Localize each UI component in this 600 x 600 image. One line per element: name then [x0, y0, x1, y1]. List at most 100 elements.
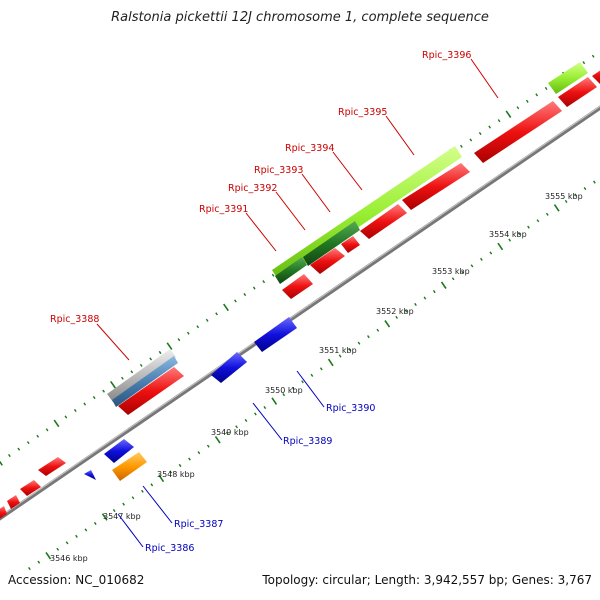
feature-darkgreen-rpic-3392[interactable] [303, 221, 360, 266]
tick-mark [0, 460, 3, 466]
tick-mark [83, 402, 87, 406]
gene-arrow[interactable] [474, 101, 562, 163]
gene-label-rpic-3394[interactable]: Rpic_3394 [285, 143, 334, 154]
tick-mark [310, 373, 314, 377]
tick-mark [214, 435, 221, 444]
tick-mark [469, 138, 473, 142]
tick-mark [73, 408, 77, 412]
gene-arrow[interactable] [38, 457, 66, 476]
tick-mark [178, 463, 182, 468]
gene-arrow[interactable] [20, 480, 41, 496]
tick-mark [525, 99, 529, 103]
tick-mark [508, 238, 511, 242]
tick-mark [36, 434, 40, 438]
gene-label-rpic-3391[interactable]: Rpic_3391 [199, 204, 248, 215]
tick-mark [451, 277, 455, 281]
gene-arrow-rpic-3395[interactable] [402, 163, 470, 210]
gene-label-rpic-3395[interactable]: Rpic_3395 [338, 107, 387, 118]
gene-arrow-rpic-3390[interactable] [254, 317, 297, 352]
tick-mark [489, 251, 493, 255]
tick-mark [536, 219, 540, 223]
tick-mark [75, 534, 78, 538]
gene-arrow-rpic-3388[interactable] [118, 367, 184, 415]
tick-mark [84, 528, 88, 532]
lower-tick-track [28, 180, 596, 571]
feature-orange-rpic-3387[interactable] [112, 452, 147, 481]
tick-mark [460, 144, 463, 148]
tick-mark [470, 264, 474, 268]
tick-mark [527, 225, 530, 229]
tick-mark [45, 551, 52, 560]
tick-mark [56, 547, 60, 551]
tick-mark [53, 419, 60, 428]
tick-mark [535, 93, 539, 97]
tick-mark [582, 61, 586, 65]
feature-steelblue-rpic-3388[interactable] [112, 356, 178, 407]
gene-arrow[interactable] [7, 495, 20, 509]
tick-mark [271, 397, 278, 405]
tick-mark [262, 280, 266, 284]
kbp-label-3551: 3551 kbp [319, 346, 357, 355]
tick-mark [338, 354, 342, 358]
kbp-label-3553: 3553 kbp [432, 267, 470, 276]
tick-mark [254, 412, 257, 416]
kbp-label-3549: 3549 kbp [211, 428, 249, 437]
feature-gray-rpic-3388[interactable] [107, 349, 176, 402]
gene-arrow-rpic-3392[interactable] [310, 248, 345, 274]
topology-summary: Topology: circular; Length: 3,942,557 bp… [262, 573, 592, 587]
gene-arrow-rpic-3393[interactable] [341, 236, 360, 253]
tick-mark [110, 380, 116, 389]
gene-arrow-rpic-3389[interactable] [211, 352, 247, 383]
gene-arrow-rpic-3396[interactable] [558, 77, 597, 107]
tick-mark [243, 293, 247, 297]
gene-label-rpic-3396[interactable]: Rpic_3396 [422, 50, 471, 61]
tick-mark [497, 119, 501, 123]
kbp-label-3547: 3547 kbp [103, 512, 141, 521]
gene-label-rpic-3388[interactable]: Rpic_3388 [50, 314, 99, 325]
gene-label-rpic-3393[interactable]: Rpic_3393 [254, 165, 303, 176]
tick-mark [348, 348, 351, 352]
tick-mark [139, 363, 143, 367]
tick-mark [461, 270, 464, 274]
gene-arrow-rpic-3386[interactable] [84, 470, 96, 480]
kbp-label-3554: 3554 kbp [489, 230, 527, 239]
tick-mark [357, 341, 361, 345]
tick-mark [544, 86, 548, 90]
gene-label-rpic-3386[interactable]: Rpic_3386 [145, 543, 194, 554]
tick-mark [440, 281, 447, 289]
tick-mark [291, 386, 295, 390]
gene-arrow-rpic-3391[interactable] [282, 274, 313, 299]
tick-mark [158, 474, 165, 483]
gene-label-rpic-3389[interactable]: Rpic_3389 [283, 436, 332, 447]
tick-mark [478, 132, 482, 136]
tick-mark [545, 212, 549, 216]
kbp-label-3550: 3550 kbp [265, 386, 303, 395]
tick-mark [112, 509, 116, 513]
tick-mark [92, 396, 96, 400]
tick-mark [244, 418, 248, 422]
feature-darkgreen-rpic-3391[interactable] [275, 257, 307, 284]
tick-mark [141, 489, 144, 493]
feature-green-rpic-3396[interactable] [548, 62, 588, 94]
gene-arrow[interactable] [0, 506, 7, 520]
tick-mark [591, 54, 595, 58]
tick-mark [149, 357, 153, 361]
tick-mark [225, 431, 229, 435]
tick-mark [102, 389, 105, 393]
gene-label-rpic-3390[interactable]: Rpic_3390 [326, 403, 375, 414]
forward-strand-genes [0, 64, 600, 520]
accession-text: Accession: NC_010682 [8, 573, 145, 587]
tick-mark [517, 232, 521, 236]
gene-arrow-rpic-3394[interactable] [360, 204, 407, 239]
label-leader-lines [96, 58, 499, 548]
gene-arrow[interactable] [104, 439, 134, 463]
tick-mark [17, 447, 21, 451]
tick-mark [37, 560, 41, 564]
gene-label-rpic-3387[interactable]: Rpic_3387 [174, 519, 223, 530]
tick-mark [122, 502, 125, 506]
tick-mark [593, 180, 596, 184]
tick-mark [166, 342, 173, 350]
gene-label-rpic-3392[interactable]: Rpic_3392 [228, 183, 277, 194]
tick-mark [186, 331, 190, 335]
gene-arrow[interactable] [592, 64, 600, 85]
